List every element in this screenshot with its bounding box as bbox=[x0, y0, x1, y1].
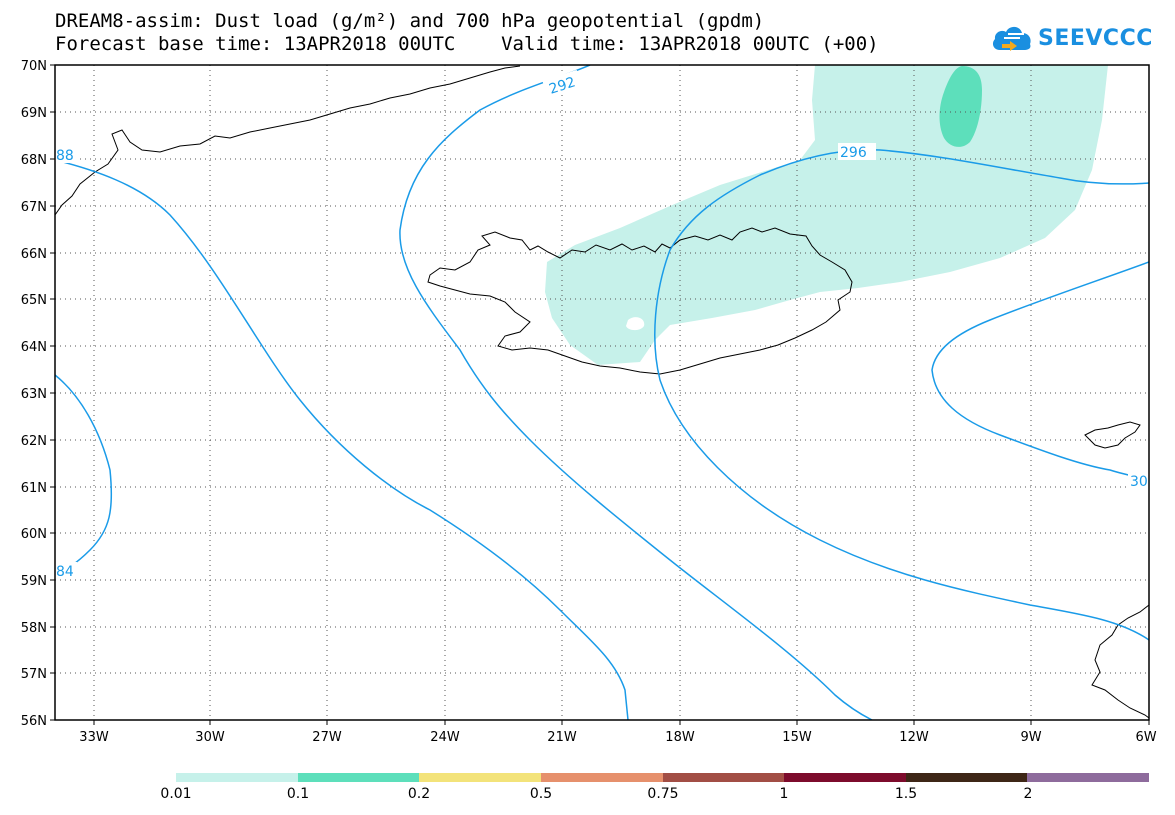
dust-shading bbox=[545, 65, 1108, 365]
faroe-coast bbox=[1084, 421, 1141, 449]
logo-text: SEEVCCC bbox=[1038, 25, 1153, 51]
gridlines bbox=[55, 65, 1149, 720]
contour-292 bbox=[399, 65, 873, 720]
lat-label: 70N bbox=[21, 59, 47, 74]
lon-label: 30W bbox=[195, 730, 225, 745]
longitude-labels: 33W 30W 27W 24W 21W 18W 15W 12W 9W 6W bbox=[79, 730, 1156, 745]
colorbar-swatch bbox=[419, 773, 541, 782]
lon-label: 27W bbox=[312, 730, 342, 745]
colorbar-swatch bbox=[540, 773, 663, 782]
colorbar bbox=[176, 773, 1149, 782]
colorbar-tick: 0.2 bbox=[407, 786, 431, 802]
lon-label: 24W bbox=[430, 730, 460, 745]
lat-label: 63N bbox=[21, 387, 47, 402]
contour-300 bbox=[931, 261, 1149, 481]
lon-label: 9W bbox=[1020, 730, 1041, 745]
colorbar-swatch bbox=[905, 773, 1028, 782]
title-line-1: DREAM8-assim: Dust load (g/m²) and 700 h… bbox=[55, 10, 765, 32]
lat-label: 56N bbox=[21, 714, 47, 729]
contour-labels: 292 296 88 30 84 bbox=[55, 69, 1149, 580]
colorbar-tick: 0.1 bbox=[286, 786, 310, 802]
colorbar-swatch bbox=[1027, 773, 1149, 782]
colorbar-tick: 1 bbox=[779, 786, 789, 802]
lat-label: 69N bbox=[21, 106, 47, 121]
lat-label: 66N bbox=[21, 247, 47, 262]
dust-area-medium bbox=[939, 66, 982, 147]
colorbar-swatch bbox=[297, 773, 420, 782]
iceland-coast bbox=[427, 227, 853, 375]
colorbar-swatch bbox=[176, 773, 298, 782]
lat-label: 62N bbox=[21, 434, 47, 449]
contour-label-300: 30 bbox=[1130, 474, 1148, 490]
dust-hole bbox=[626, 317, 645, 331]
lat-label: 64N bbox=[21, 340, 47, 355]
seevccc-logo: SEEVCCC bbox=[990, 18, 1153, 58]
colorbar-tick: 0.5 bbox=[529, 786, 553, 802]
contour-284 bbox=[55, 374, 113, 576]
colorbar-tick: 2 bbox=[1023, 786, 1033, 802]
colorbar-tick: 0.75 bbox=[647, 786, 679, 802]
contour-296 bbox=[654, 148, 1149, 641]
contour-label-288: 88 bbox=[56, 148, 74, 164]
contour-288 bbox=[55, 159, 629, 720]
colorbar-swatch bbox=[784, 773, 906, 782]
lon-label: 15W bbox=[782, 730, 812, 745]
greenland-coast bbox=[55, 65, 521, 216]
lat-label: 61N bbox=[21, 481, 47, 496]
lat-label: 58N bbox=[21, 621, 47, 636]
lon-label: 21W bbox=[547, 730, 577, 745]
coastlines bbox=[55, 65, 1149, 719]
contour-label-296: 296 bbox=[840, 145, 867, 161]
lat-label: 59N bbox=[21, 574, 47, 589]
axis-ticks bbox=[50, 64, 1150, 725]
lon-label: 6W bbox=[1135, 730, 1156, 745]
title-line-2: Forecast base time: 13APR2018 00UTC Vali… bbox=[55, 33, 879, 55]
lat-label: 67N bbox=[21, 200, 47, 215]
contour-label-292: 292 bbox=[547, 74, 577, 97]
cloud-icon bbox=[992, 26, 1031, 51]
colorbar-tick: 0.01 bbox=[160, 786, 192, 802]
lat-label: 68N bbox=[21, 153, 47, 168]
colorbar-swatch bbox=[662, 773, 785, 782]
lat-label: 57N bbox=[21, 667, 47, 682]
lat-label: 65N bbox=[21, 293, 47, 308]
scotland-coast bbox=[1091, 604, 1149, 719]
latitude-labels: 70N 69N 68N 67N 66N 65N 64N 63N 62N 61N … bbox=[21, 59, 47, 729]
contour-label-284: 84 bbox=[56, 564, 74, 580]
lon-label: 12W bbox=[899, 730, 929, 745]
lat-label: 60N bbox=[21, 527, 47, 542]
lon-label: 33W bbox=[79, 730, 109, 745]
lon-label: 18W bbox=[665, 730, 695, 745]
colorbar-tick: 1.5 bbox=[894, 786, 918, 802]
